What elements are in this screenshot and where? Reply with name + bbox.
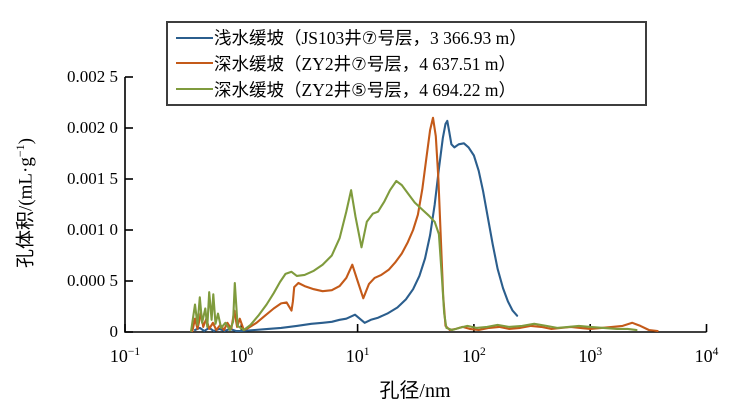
x-tick-exponent: 1 — [363, 346, 370, 358]
y-tick-label: 0.002 5 — [67, 67, 118, 86]
y-axis-title-text: 孔体积/(mL·g — [15, 157, 37, 268]
x-tick-exponent: 0 — [247, 346, 254, 358]
legend-item: 浅水缓坡（JS103井⑦号层，3 366.93 m） — [176, 25, 641, 50]
x-tick-base: 10 — [345, 346, 364, 366]
y-axis-title-superscript: −1 — [13, 144, 28, 158]
legend-item-label: 深水缓坡（ZY2井⑤号层，4 694.22 m） — [214, 79, 517, 100]
legend-item: 深水缓坡（ZY2井⑦号层，4 637.51 m） — [176, 51, 641, 76]
legend-item: 深水缓坡（ZY2井⑤号层，4 694.22 m） — [176, 77, 641, 102]
x-tick-label: 103 — [578, 340, 603, 366]
x-tick-label: 101 — [345, 340, 370, 366]
x-tick-label: 104 — [694, 340, 719, 366]
x-tick-exponent: 2 — [480, 346, 486, 358]
x-tick-base: 10 — [694, 346, 713, 366]
x-tick-base: 10 — [462, 346, 481, 366]
x-tick-base: 10 — [578, 346, 597, 366]
y-tick-label: 0 — [109, 322, 119, 341]
legend-item-label: 浅水缓坡（JS103井⑦号层，3 366.93 m） — [214, 28, 527, 49]
x-tick-exponent: 3 — [596, 346, 603, 358]
series-line-2 — [190, 179, 638, 333]
x-tick-label: 10−1 — [109, 340, 141, 366]
legend-line-sample — [176, 88, 213, 91]
series-line-0 — [193, 119, 519, 333]
y-axis-title-suffix: ) — [15, 138, 37, 145]
x-tick-exponent: 4 — [712, 346, 719, 358]
y-tick-label: 0.001 5 — [67, 169, 118, 188]
x-tick-base: 10 — [109, 346, 128, 366]
x-tick-base: 10 — [229, 346, 248, 366]
y-tick-label: 0.001 0 — [67, 220, 118, 239]
x-axis-title: 孔径/nm — [379, 380, 451, 402]
legend-line-sample — [176, 36, 213, 39]
y-tick-label: 0.000 5 — [67, 271, 118, 290]
legend: 浅水缓坡（JS103井⑦号层，3 366.93 m） 深水缓坡（ZY2井⑦号层，4… — [166, 21, 647, 106]
y-axis-title: 孔体积/(mL·g−1) — [11, 138, 38, 268]
y-tick-label: 0.002 0 — [67, 118, 118, 137]
legend-item-label: 深水缓坡（ZY2井⑦号层，4 637.51 m） — [214, 53, 517, 74]
legend-line-sample — [176, 62, 213, 65]
x-tick-label: 102 — [462, 340, 486, 366]
x-tick-exponent: −1 — [127, 346, 141, 358]
x-tick-label: 100 — [229, 340, 254, 366]
series-line-1 — [191, 116, 659, 333]
